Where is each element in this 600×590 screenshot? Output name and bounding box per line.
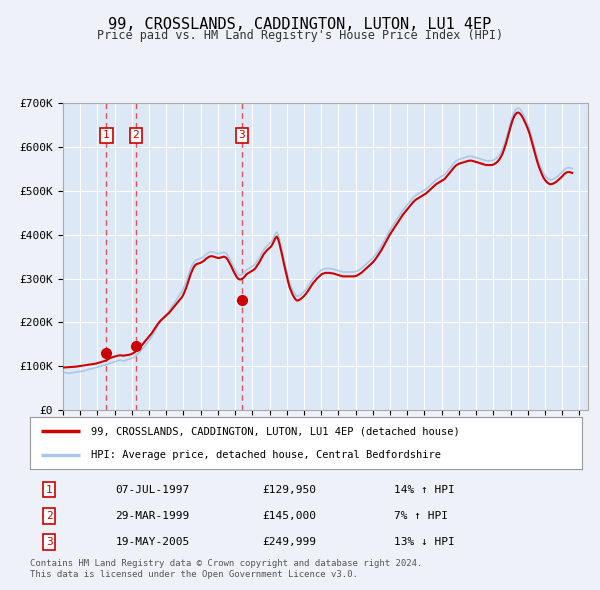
Text: 7% ↑ HPI: 7% ↑ HPI [394,511,448,521]
Text: £249,999: £249,999 [262,537,316,548]
Text: £145,000: £145,000 [262,511,316,521]
Text: 99, CROSSLANDS, CADDINGTON, LUTON, LU1 4EP (detached house): 99, CROSSLANDS, CADDINGTON, LUTON, LU1 4… [91,426,460,436]
Text: 29-MAR-1999: 29-MAR-1999 [116,511,190,521]
Text: 3: 3 [46,537,53,548]
Text: 13% ↓ HPI: 13% ↓ HPI [394,537,455,548]
Text: 2: 2 [46,511,53,521]
Text: HPI: Average price, detached house, Central Bedfordshire: HPI: Average price, detached house, Cent… [91,450,441,460]
Text: 2: 2 [133,130,139,140]
Text: 99, CROSSLANDS, CADDINGTON, LUTON, LU1 4EP: 99, CROSSLANDS, CADDINGTON, LUTON, LU1 4… [109,17,491,31]
Text: 1: 1 [46,485,53,494]
Text: This data is licensed under the Open Government Licence v3.0.: This data is licensed under the Open Gov… [30,570,358,579]
Text: 3: 3 [238,130,245,140]
Text: Price paid vs. HM Land Registry's House Price Index (HPI): Price paid vs. HM Land Registry's House … [97,30,503,42]
Text: Contains HM Land Registry data © Crown copyright and database right 2024.: Contains HM Land Registry data © Crown c… [30,559,422,568]
Text: 07-JUL-1997: 07-JUL-1997 [116,485,190,494]
Text: 14% ↑ HPI: 14% ↑ HPI [394,485,455,494]
Text: £129,950: £129,950 [262,485,316,494]
Text: 19-MAY-2005: 19-MAY-2005 [116,537,190,548]
Text: 1: 1 [103,130,110,140]
